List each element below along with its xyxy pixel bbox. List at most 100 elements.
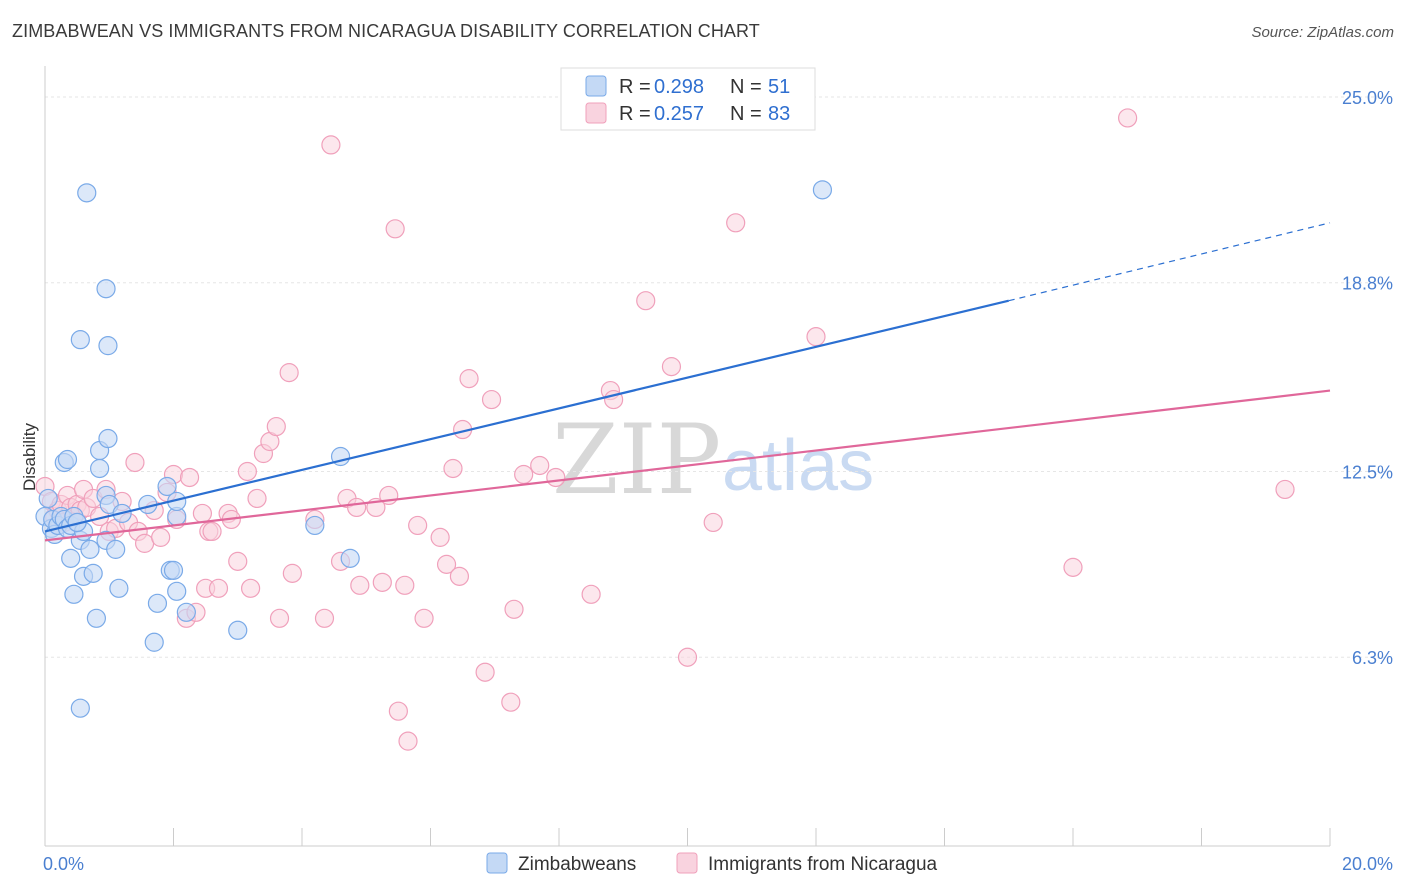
bottom-legend-swatch-blue (486, 852, 508, 874)
data-point-nicaragua (1275, 479, 1295, 500)
data-point-nicaragua (430, 527, 450, 547)
data-point-nicaragua (504, 599, 524, 619)
data-point-zimbabwean (163, 560, 184, 580)
data-point-nicaragua (279, 363, 299, 383)
top-legend: R = 0.298 N = 51 R = 0.257 N = 83 (560, 67, 816, 131)
data-point-zimbabwean (109, 578, 129, 598)
data-point-nicaragua (481, 389, 502, 410)
data-point-zimbabwean (106, 539, 126, 559)
data-point-zimbabwean (70, 698, 90, 718)
data-point-nicaragua (1118, 108, 1138, 128)
watermark-zip: ZIP (552, 404, 721, 516)
bottom-legend-swatch-pink (676, 852, 698, 874)
data-point-nicaragua (282, 563, 302, 583)
data-point-nicaragua (266, 416, 286, 437)
bottom-legend: Zimbabweans Immigrants from Nicaragua (486, 852, 938, 875)
chart-title: ZIMBABWEAN VS IMMIGRANTS FROM NICARAGUA … (12, 21, 760, 41)
data-point-zimbabwean (812, 180, 833, 200)
data-point-nicaragua (151, 527, 171, 547)
trend-line-zimbabweans (44, 299, 1010, 533)
y-tick-labels: 6.3% 12.5% 18.8% 25.0% (1342, 88, 1393, 668)
data-point-zimbabwean (228, 620, 248, 640)
data-point-nicaragua (372, 572, 392, 592)
data-point-nicaragua (388, 701, 408, 721)
data-point-nicaragua (703, 512, 723, 533)
data-point-nicaragua (179, 467, 200, 488)
data-point-zimbabwean (64, 584, 84, 604)
legend-r-value-pink: 0.257 (654, 103, 704, 125)
data-point-nicaragua (347, 497, 367, 518)
source-credit: Source: ZipAtlas.com (1251, 24, 1394, 41)
data-point-nicaragua (475, 662, 495, 682)
data-point-zimbabwean (90, 458, 110, 479)
y-tick-label: 18.8% (1342, 274, 1393, 294)
data-point-zimbabwean (80, 539, 100, 559)
data-point-nicaragua (1063, 557, 1083, 577)
legend-r-label-pink: R = (619, 103, 651, 125)
data-point-zimbabwean (144, 632, 164, 652)
data-point-zimbabwean (70, 330, 90, 350)
series-zimbabweans-points (35, 180, 833, 718)
data-point-zimbabwean (77, 183, 97, 203)
legend-swatch-pink (585, 102, 607, 124)
data-point-nicaragua (134, 533, 155, 553)
data-point-nicaragua (530, 455, 550, 476)
data-point-nicaragua (398, 731, 418, 751)
data-point-nicaragua (726, 213, 746, 233)
data-point-nicaragua (581, 584, 601, 604)
data-point-zimbabwean (83, 563, 103, 583)
data-point-nicaragua (202, 521, 222, 542)
data-point-nicaragua (501, 692, 521, 712)
y-axis-title: Disability (20, 422, 39, 491)
legend-n-label-blue: N = (730, 76, 762, 98)
trend-line-nicaragua (44, 389, 1331, 542)
legend-r-value-blue: 0.298 (654, 76, 704, 98)
data-point-nicaragua (546, 467, 566, 488)
data-point-nicaragua (192, 503, 213, 524)
data-point-zimbabwean (98, 428, 118, 449)
data-point-nicaragua (314, 608, 335, 628)
data-point-zimbabwean (157, 476, 177, 497)
legend-r-label-blue: R = (619, 76, 651, 98)
bottom-legend-label-blue: Zimbabweans (518, 854, 636, 875)
bottom-legend-label-pink: Immigrants from Nicaragua (708, 854, 938, 875)
data-point-nicaragua (269, 608, 290, 628)
data-point-nicaragua (636, 291, 656, 311)
legend-swatch-blue (585, 75, 607, 97)
data-point-zimbabwean (61, 548, 81, 568)
axes (44, 66, 1331, 847)
legend-n-value-blue: 51 (768, 76, 790, 98)
legend-n-label-pink: N = (730, 103, 762, 125)
data-point-nicaragua (459, 369, 479, 389)
y-tick-label: 25.0% (1342, 88, 1393, 108)
data-point-nicaragua (661, 357, 682, 377)
data-point-nicaragua (241, 578, 261, 598)
x-tick-label: 20.0% (1342, 854, 1393, 874)
data-point-zimbabwean (38, 488, 58, 509)
data-point-nicaragua (408, 515, 428, 536)
trend-lines (44, 222, 1331, 542)
y-tick-label: 6.3% (1352, 648, 1393, 668)
data-point-zimbabwean (147, 593, 168, 613)
data-point-nicaragua (514, 464, 534, 485)
data-point-nicaragua (208, 578, 229, 598)
data-point-nicaragua (125, 452, 145, 473)
trend-line-zimbabweans-extension (1008, 222, 1331, 302)
x-tick-labels: 0.0% 20.0% (43, 854, 1393, 874)
data-point-zimbabwean (86, 608, 107, 628)
series-nicaragua-points (35, 108, 1295, 751)
data-point-nicaragua (443, 458, 463, 479)
data-point-nicaragua (449, 566, 470, 586)
data-point-nicaragua (385, 219, 405, 239)
watermark-atlas: atlas (722, 426, 874, 506)
data-point-nicaragua (395, 575, 415, 595)
data-point-nicaragua (414, 608, 434, 628)
data-point-zimbabwean (176, 602, 196, 622)
gridlines (45, 96, 1390, 658)
data-point-zimbabwean (340, 548, 360, 568)
data-point-nicaragua (237, 461, 257, 482)
data-point-nicaragua (436, 554, 457, 574)
data-point-nicaragua (321, 135, 341, 155)
legend-n-value-pink: 83 (768, 103, 790, 125)
